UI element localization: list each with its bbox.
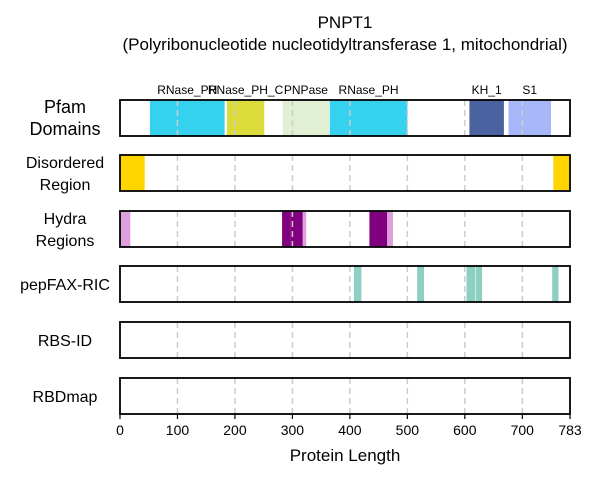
row-label: Region [40,177,91,194]
segment-bar [149,100,225,136]
track-row-pepfax-ric: pepFAX-RIC [20,265,571,303]
segment-bar [417,266,425,302]
segment-bar [353,266,362,302]
x-axis-label: Protein Length [290,446,401,465]
track-row-disordered-region: Disordered Region [26,154,571,194]
segment-bar [387,211,393,247]
track-frame [119,154,571,192]
domain-label: RNase_PH [157,83,217,97]
x-axis: 0 100 200 300 400 500 600 700 783 [116,414,582,438]
domain-label: PNPase [284,83,328,97]
segment-bar [466,266,476,302]
row-label: Domains [29,119,100,139]
segment-bar [120,155,145,191]
domain-label: RNase_PH_C [208,83,284,97]
x-tick-label: 400 [338,422,362,438]
x-tick-label: 300 [281,422,305,438]
track-frame [119,321,571,359]
track-row-hydra-regions: Hydra Regions [36,210,571,250]
track-frame [119,99,571,137]
track-row-rbs-id: RBS-ID [38,321,571,359]
segment-bar [282,100,330,136]
x-tick-label: 500 [396,422,420,438]
segment-bar [508,100,552,136]
chart-title-line1: PNPT1 [318,13,373,32]
x-tick-label: 100 [166,422,190,438]
x-tick-label: 600 [453,422,477,438]
row-label: pepFAX-RIC [20,277,110,294]
row-label: Regions [36,233,95,250]
x-tick-label: 200 [223,422,247,438]
segment-bar [329,100,408,136]
row-label: RBDmap [33,389,98,406]
x-tick-label: 700 [511,422,535,438]
segment-bar [282,211,291,247]
segment-bar [475,266,483,302]
segment-bar [553,155,570,191]
domain-label: RNase_PH [339,83,399,97]
segment-bar [120,211,131,247]
track-row-rbdmap: RBDmap [33,377,571,415]
row-label: Pfam [44,97,86,117]
track-frame [119,265,571,303]
track-frame [119,210,571,248]
x-tick-label: 783 [558,422,582,438]
row-label: Hydra [44,211,87,228]
segment-bar [369,211,388,247]
x-tick-label: 0 [116,422,124,438]
domain-label: KH_1 [472,83,502,97]
row-label: Disordered [26,155,104,172]
domain-label: S1 [522,83,537,97]
segment-bar [290,211,303,247]
chart-title-line2: (Polyribonucleotide nucleotidyltransfera… [122,35,567,54]
track-frame [119,377,571,415]
row-label: RBS-ID [38,333,92,350]
segment-bar [469,100,504,136]
segment-bar [226,100,265,136]
segment-bar [302,211,307,247]
segment-bar [552,266,559,302]
